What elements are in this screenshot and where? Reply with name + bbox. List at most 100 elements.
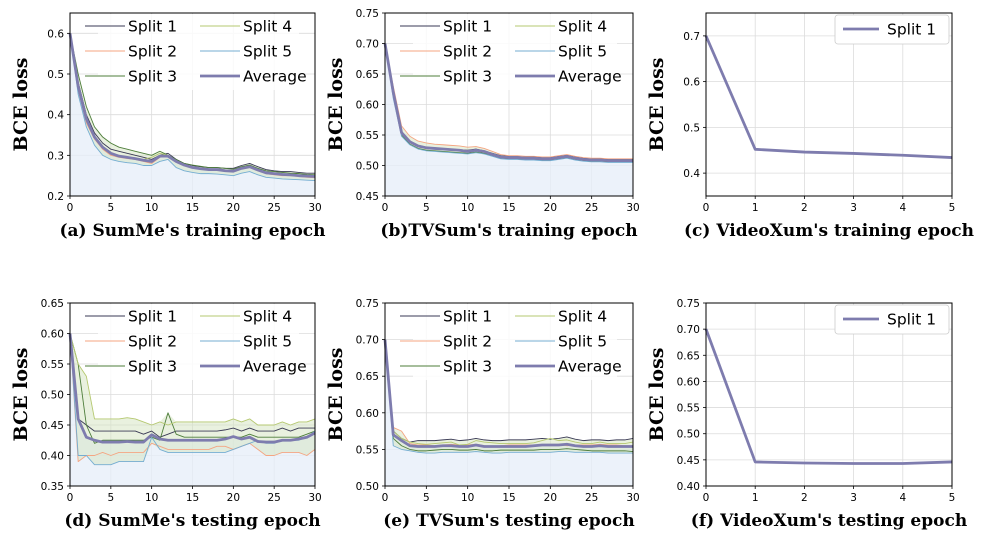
y-tick-label: 0.65 — [41, 298, 64, 310]
series-line-average: Average — [68, 333, 316, 444]
y-tick-label: 0.4 — [47, 110, 64, 122]
x-tick-label: 10 — [145, 202, 158, 214]
x-tick-label: 4 — [899, 492, 906, 504]
x-tick-label: 30 — [308, 492, 321, 504]
y-tick-label: 0.70 — [356, 335, 379, 347]
series-line-split-3: Split 3 — [384, 339, 634, 453]
legend-box — [834, 14, 950, 45]
chart-panel-2: Split 1 0 1 2 3 4 5 0.4 0.5 0.6 0.7 BCE loss (c) Vid… — [646, 12, 974, 241]
legend-label: Split 5 — [243, 333, 292, 351]
series-line-split-5: Split 5 — [384, 43, 633, 163]
y-tick-label: 0.70 — [356, 39, 379, 51]
x-tick-label: 1 — [752, 492, 759, 504]
y-tick-label: 0.45 — [356, 191, 379, 203]
y-tick-label: 0.75 — [356, 8, 379, 20]
x-tick-label: 5 — [107, 202, 114, 214]
series-line-split-5: Split 5 — [69, 33, 316, 181]
legend-label: Split 1 — [887, 311, 936, 329]
legend-label: Split 4 — [243, 308, 292, 326]
x-tick-label: 0 — [703, 492, 710, 504]
y-tick-label: 0.40 — [41, 451, 64, 463]
x-tick-label: 30 — [626, 202, 639, 214]
y-tick-label: 0.5 — [683, 122, 700, 134]
split-range-band — [70, 333, 315, 465]
x-tick-label: 25 — [267, 492, 280, 504]
legend-label: Split 2 — [443, 333, 492, 351]
y-tick-label: 0.4 — [683, 168, 700, 180]
legend-label: Split 2 — [128, 333, 177, 351]
x-tick-label: 2 — [801, 492, 808, 504]
y-tick-label: 0.50 — [677, 429, 700, 441]
y-tick-label: 0.50 — [41, 390, 64, 402]
panel-caption: (e) TVSum's testing epoch — [383, 511, 634, 531]
series-line-split-5: Split 5 — [384, 339, 633, 454]
x-tick-label: 25 — [585, 202, 598, 214]
y-tick-label: 0.3 — [47, 150, 64, 162]
y-tick-label: 0.55 — [356, 444, 379, 456]
x-tick-label: 5 — [949, 202, 956, 214]
series-line-split-3: Split 3 — [69, 333, 316, 444]
series-line-average: Average — [383, 43, 633, 163]
legend-label: Split 1 — [887, 21, 936, 39]
x-tick-label: 0 — [703, 202, 710, 214]
series-line-split-4: Split 4 — [69, 333, 316, 426]
y-tick-label: 0.40 — [677, 481, 700, 493]
legend-label: Split 3 — [443, 358, 492, 376]
series-line-split-3: Split 3 — [69, 33, 316, 176]
x-tick-label: 20 — [227, 202, 240, 214]
x-tick-label: 30 — [626, 492, 639, 504]
legend: Split 1 Split 2 Split 3 Split 4 Split 5 Avera… — [400, 304, 622, 380]
x-tick-label: 0 — [382, 492, 389, 504]
y-tick-label: 0.60 — [677, 376, 700, 388]
y-tick-label: 0.50 — [356, 481, 379, 493]
y-tick-label: 0.55 — [677, 403, 700, 415]
y-axis-label: BCE loss — [325, 348, 347, 442]
legend-label: Average — [558, 358, 622, 376]
y-tick-label: 0.55 — [356, 130, 379, 142]
panel-caption: (b)TVSum's training epoch — [380, 221, 637, 241]
y-tick-label: 0.65 — [356, 69, 379, 81]
x-tick-label: 20 — [227, 492, 240, 504]
chart-panel-0: Split 1 Split 2 Split 3 Split 4 Split 5 Avera… — [10, 12, 326, 241]
y-axis-label: BCE loss — [10, 58, 32, 152]
legend-label: Split 4 — [243, 18, 292, 36]
y-tick-label: 0.2 — [47, 191, 64, 203]
legend-label: Average — [243, 68, 307, 86]
y-tick-label: 0.45 — [677, 455, 700, 467]
x-tick-label: 10 — [461, 492, 474, 504]
legend-label: Split 1 — [443, 308, 492, 326]
legend-label: Split 3 — [128, 358, 177, 376]
x-tick-label: 0 — [67, 492, 74, 504]
x-tick-label: 10 — [145, 492, 158, 504]
y-axis-label: BCE loss — [10, 348, 32, 442]
x-tick-label: 5 — [107, 492, 114, 504]
y-tick-label: 0.6 — [47, 28, 64, 40]
x-tick-label: 5 — [423, 202, 430, 214]
legend: Split 1 — [834, 14, 950, 45]
panel-caption: (f) VideoXum's testing epoch — [691, 511, 967, 531]
y-axis-label: BCE loss — [325, 58, 347, 152]
legend: Split 1 Split 2 Split 3 Split 4 Split 5 Avera… — [85, 304, 307, 380]
legend-label: Split 2 — [443, 43, 492, 61]
panel-caption: (c) VideoXum's training epoch — [684, 221, 974, 241]
series-line-split-1: Split 1 — [384, 339, 634, 443]
series-line-average: Average — [68, 33, 316, 178]
x-tick-label: 4 — [899, 202, 906, 214]
x-tick-label: 1 — [752, 202, 759, 214]
x-tick-label: 30 — [308, 202, 321, 214]
chart-panel-5: Split 1 0 1 2 3 4 5 0.40 0.45 0.50 0.55 0.60 0.65 0.7… — [646, 298, 967, 531]
legend-label: Split 4 — [558, 308, 607, 326]
legend-box — [413, 304, 617, 380]
panel-caption: (a) SumMe's training epoch — [60, 221, 326, 241]
y-tick-label: 0.35 — [41, 481, 64, 493]
x-tick-label: 15 — [502, 202, 515, 214]
legend-box — [98, 14, 299, 90]
series-line-split-2: Split 2 — [384, 43, 633, 160]
legend: Split 1 Split 2 Split 3 Split 4 Split 5 Avera… — [85, 14, 307, 90]
y-axis-label: BCE loss — [646, 348, 668, 442]
legend: Split 1 Split 2 Split 3 Split 4 Split 5 Avera… — [400, 14, 622, 90]
legend-label: Split 1 — [443, 18, 492, 36]
